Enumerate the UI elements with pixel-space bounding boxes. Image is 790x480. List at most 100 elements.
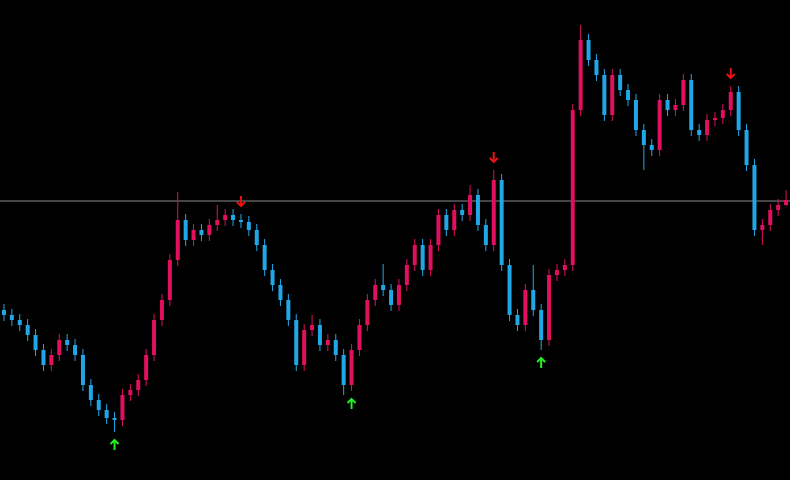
sell-arrow bbox=[489, 152, 499, 164]
candle-body bbox=[404, 265, 409, 285]
candle-body bbox=[712, 118, 717, 120]
candle-body bbox=[784, 200, 789, 205]
sell-arrow bbox=[726, 68, 736, 80]
candle-body bbox=[554, 270, 559, 275]
candle-body bbox=[57, 340, 62, 355]
candle-body bbox=[460, 210, 465, 215]
candle-body bbox=[578, 40, 583, 110]
candle-body bbox=[152, 320, 157, 355]
candle-body bbox=[412, 245, 417, 265]
candle-body bbox=[254, 230, 259, 245]
candle-body bbox=[294, 320, 299, 365]
candle-body bbox=[112, 418, 117, 420]
candle-body bbox=[523, 290, 528, 325]
candle-body bbox=[752, 165, 757, 230]
candle-body bbox=[673, 105, 678, 110]
candle-body bbox=[562, 265, 567, 270]
candle-body bbox=[73, 345, 78, 355]
candle-body bbox=[768, 210, 773, 225]
candle-body bbox=[159, 300, 164, 320]
candle-body bbox=[357, 325, 362, 350]
candle-body bbox=[483, 225, 488, 245]
candle-body bbox=[223, 215, 228, 220]
candle-body bbox=[705, 120, 710, 135]
candle-body bbox=[389, 290, 394, 305]
candle-body bbox=[373, 285, 378, 300]
candle-body bbox=[444, 215, 449, 230]
candle-body bbox=[610, 75, 615, 115]
candle-body bbox=[649, 145, 654, 150]
candle-body bbox=[310, 325, 315, 330]
candle-body bbox=[681, 80, 686, 105]
candle-body bbox=[317, 325, 322, 345]
candle-body bbox=[365, 300, 370, 325]
candle-body bbox=[507, 265, 512, 315]
candle-body bbox=[136, 380, 141, 390]
candle-body bbox=[191, 230, 196, 240]
sell-arrow bbox=[236, 196, 246, 208]
candle-body bbox=[80, 355, 85, 385]
candle-body bbox=[539, 310, 544, 340]
candle-body bbox=[436, 215, 441, 245]
candle-body bbox=[65, 340, 70, 345]
candle-body bbox=[428, 245, 433, 270]
candle-body bbox=[231, 215, 236, 220]
candle-body bbox=[452, 210, 457, 230]
candle-body bbox=[689, 80, 694, 130]
candle-body bbox=[491, 180, 496, 245]
candle-body bbox=[262, 245, 267, 270]
candle-body bbox=[633, 100, 638, 130]
candle-body bbox=[602, 75, 607, 115]
candle-body bbox=[744, 130, 749, 165]
candle-body bbox=[199, 230, 204, 235]
candle-body bbox=[325, 340, 330, 345]
candle-body bbox=[167, 260, 172, 300]
candle-body bbox=[1, 310, 6, 315]
candle-body bbox=[515, 315, 520, 325]
candle-body bbox=[547, 275, 552, 340]
buy-arrow bbox=[109, 438, 120, 450]
candle-body bbox=[341, 355, 346, 385]
candle-body bbox=[468, 195, 473, 215]
candle-body bbox=[9, 315, 14, 320]
candle-body bbox=[475, 195, 480, 225]
candle-body bbox=[33, 335, 38, 350]
candle-body bbox=[286, 300, 291, 320]
candle-body bbox=[207, 225, 212, 235]
buy-arrow bbox=[346, 397, 357, 409]
candle-body bbox=[333, 340, 338, 355]
candle-body bbox=[25, 325, 30, 335]
candle-body bbox=[175, 220, 180, 260]
candle-body bbox=[570, 110, 575, 265]
candle-body bbox=[396, 285, 401, 305]
candle-body bbox=[238, 220, 243, 222]
candle-body bbox=[144, 355, 149, 380]
candle-body bbox=[278, 285, 283, 300]
candle-body bbox=[120, 395, 125, 420]
candle-body bbox=[657, 100, 662, 150]
candle-body bbox=[626, 90, 631, 100]
candle-body bbox=[776, 205, 781, 210]
candle-body bbox=[381, 285, 386, 290]
candle-body bbox=[270, 270, 275, 285]
candle-body bbox=[246, 222, 251, 230]
candle-body bbox=[594, 60, 599, 75]
candle-body bbox=[736, 92, 741, 130]
candle-body bbox=[88, 385, 93, 400]
candle-body bbox=[531, 290, 536, 310]
candle-body bbox=[104, 410, 109, 418]
candle-body bbox=[215, 220, 220, 225]
candle-body bbox=[183, 220, 188, 240]
candle-body bbox=[586, 40, 591, 60]
candle-body bbox=[728, 92, 733, 110]
candle-body bbox=[618, 75, 623, 90]
candle-body bbox=[41, 350, 46, 365]
candle-body bbox=[499, 180, 504, 265]
candle-body bbox=[96, 400, 101, 410]
buy-arrow bbox=[536, 356, 546, 368]
candle-body bbox=[641, 130, 646, 145]
candle-body bbox=[128, 390, 133, 395]
